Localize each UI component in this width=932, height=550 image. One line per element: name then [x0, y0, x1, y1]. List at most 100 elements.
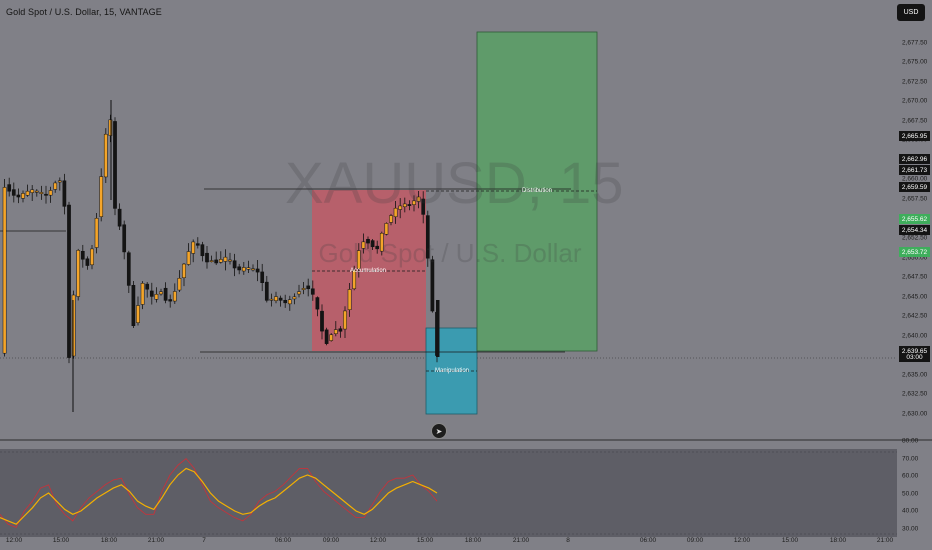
candle-body	[425, 215, 430, 259]
candle-body	[7, 184, 12, 192]
candle-body	[324, 329, 329, 344]
candle-body	[287, 299, 292, 305]
candle	[407, 200, 412, 211]
candle	[241, 262, 246, 275]
candle	[53, 180, 58, 193]
candle	[2, 179, 7, 357]
time-tick-label: 18:00	[100, 537, 118, 544]
candle	[34, 189, 39, 197]
candle	[315, 296, 320, 317]
price-tick-label: 2,657.50	[902, 195, 928, 203]
candle	[320, 304, 324, 340]
candle-body	[356, 250, 361, 270]
candle-body	[48, 190, 53, 196]
candle	[25, 184, 30, 197]
time-tick-label: 12:00	[369, 537, 387, 544]
time-tick-label: 8	[566, 537, 570, 544]
candle	[186, 243, 191, 266]
currency-button[interactable]: USD	[897, 4, 925, 21]
candle-body	[347, 289, 352, 310]
candle-body	[159, 291, 163, 295]
candle	[67, 201, 71, 364]
candle-body	[278, 297, 283, 301]
candle-body	[269, 298, 274, 301]
candle	[154, 287, 159, 303]
candle-body	[379, 232, 384, 252]
candle-body	[182, 263, 186, 279]
stoch-d-line	[0, 457, 438, 528]
candle-body	[76, 250, 81, 297]
candle-body	[16, 194, 21, 198]
candle-body	[320, 310, 324, 332]
candle-body	[333, 329, 338, 335]
price-tick-label: 2,650.00	[902, 254, 928, 262]
candle	[343, 306, 347, 339]
candle	[218, 251, 223, 264]
candle	[430, 255, 435, 313]
candle-body	[11, 189, 16, 196]
oscillator-tick-label: 70.00	[902, 455, 919, 462]
candle	[278, 295, 283, 307]
candle	[389, 213, 393, 226]
candle	[131, 281, 136, 328]
candle	[393, 200, 398, 224]
bar-countdown: 03:00	[899, 353, 930, 362]
candle-body	[366, 238, 370, 244]
price-tick-label: 2,652.50	[902, 234, 928, 242]
candle	[21, 190, 25, 203]
candle	[94, 212, 99, 254]
candle-body	[195, 243, 200, 246]
candle-body	[421, 198, 426, 215]
candle-body	[168, 299, 173, 302]
candle	[205, 246, 209, 269]
candle	[168, 294, 173, 308]
candle	[48, 186, 53, 203]
candle-body	[260, 271, 265, 283]
candle-body	[172, 291, 177, 302]
candle-body	[57, 180, 62, 183]
candle	[44, 185, 48, 204]
candle-body	[292, 296, 297, 300]
candle	[195, 237, 200, 249]
candle	[122, 220, 127, 260]
candle-body	[310, 288, 315, 295]
chart-title[interactable]: Gold Spot / U.S. Dollar, 15, VANTAGE	[6, 7, 162, 17]
candle	[329, 333, 334, 342]
candle	[306, 278, 311, 297]
candle-body	[361, 241, 366, 249]
candle	[260, 263, 265, 292]
candle	[99, 168, 104, 222]
candle-body	[412, 200, 416, 205]
time-tick-label: 15:00	[416, 537, 434, 544]
time-tick-label: 15:00	[52, 537, 70, 544]
candle-body	[218, 259, 223, 263]
watermark-description: Gold Spot / U.S. Dollar	[318, 238, 582, 268]
candle-body	[329, 334, 334, 341]
candle	[108, 114, 113, 143]
price-tick-label: 2,647.50	[902, 273, 928, 281]
price-tick-label: 2,675.00	[902, 58, 928, 66]
candle	[255, 260, 260, 282]
candle-body	[103, 133, 108, 178]
candle-body	[163, 287, 168, 301]
time-tick-label: 09:00	[686, 537, 704, 544]
candle	[370, 238, 375, 250]
price-tag: 2,654.34	[899, 225, 930, 235]
candle	[16, 188, 21, 204]
candle-body	[34, 190, 39, 193]
candle-body	[39, 192, 44, 194]
price-tag: 2,662.96	[899, 154, 930, 164]
candle-body	[149, 290, 154, 297]
candle-body	[274, 296, 278, 301]
candle	[379, 231, 384, 256]
price-tick-label: 2,670.00	[902, 97, 928, 105]
candle-body	[306, 285, 311, 290]
rocket-icon[interactable]: ➤	[431, 423, 447, 439]
candle	[71, 290, 76, 359]
candle	[159, 288, 163, 296]
candle	[30, 185, 35, 201]
candle-body	[113, 121, 117, 209]
candle	[7, 177, 12, 197]
